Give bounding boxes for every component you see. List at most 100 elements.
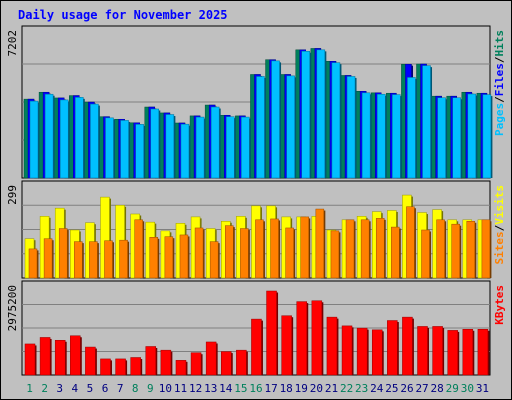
x-tick-label: 1 [26,382,33,395]
sites-bar [270,218,279,279]
x-tick-label: 22 [340,382,353,395]
sites-bar [89,241,98,279]
x-tick-label: 6 [102,382,109,395]
x-tick-label: 9 [147,382,154,395]
sites-bar [28,248,38,279]
x-tick-label: 3 [56,382,63,395]
kbytes-bar [281,315,292,376]
pages-bar [195,116,205,179]
sites-bar [391,226,400,279]
kbytes-bar [462,329,474,376]
sites-bar [300,216,309,279]
kbytes-bar [160,349,172,376]
pages-bar [29,100,39,179]
legend-separator: / [493,96,506,103]
pages-bar [226,116,235,179]
sites-bar [149,237,159,279]
kbytes-bar [221,351,232,376]
sites-bar [451,223,460,279]
pages-bar [90,103,99,179]
pages-bar [286,75,295,179]
kbytes-bar [341,325,353,376]
legend-files: Files [493,63,506,96]
sites-bar [104,240,113,279]
sites-bar [421,229,430,279]
chart-title: Daily usage for November 2025 [18,8,228,22]
sites-bar [225,225,234,279]
x-tick-label: 8 [132,382,139,395]
pages-bar [210,106,220,179]
x-tick-label: 30 [461,382,474,395]
kbytes-bar [70,335,81,376]
sites-bar [255,219,264,279]
sites-bar [194,227,204,279]
kbytes-bar [417,326,428,376]
x-tick-label: 20 [310,382,323,395]
sites-bar [360,219,370,279]
x-tick-label: 10 [159,382,172,395]
pages-bar [422,65,431,179]
legend-label: Sites/Visits [493,185,506,265]
x-tick-label: 14 [219,382,233,395]
sites-bar [240,228,249,279]
scale-label: 7202 [6,30,19,57]
pages-bar [437,97,446,179]
x-tick-label: 5 [87,382,94,395]
legend-visits: Visits [493,185,506,225]
legend-separator: / [493,224,506,231]
x-tick-label: 28 [431,382,444,395]
sites-bar [406,206,415,279]
x-tick-label: 19 [295,382,308,395]
sites-bar [43,238,53,279]
x-tick-label: 21 [325,382,338,395]
pages-bar [135,124,144,179]
x-tick-label: 15 [234,382,247,395]
kbytes-bar [387,320,398,376]
kbytes-bar [251,318,262,376]
kbytes-bar [477,329,489,376]
x-tick-label: 23 [355,382,368,395]
kbytes-bar [356,327,368,376]
legend-pages: Pages [493,103,506,136]
sites-bar [179,234,189,279]
sites-bar [345,219,355,279]
x-tick-label: 25 [385,382,398,395]
legend-label: KBytes [493,285,506,325]
sites-bar [209,241,219,279]
legend-kbytes: KBytes [493,285,506,325]
x-tick-label: 17 [264,382,277,395]
kbytes-bar [175,360,187,376]
pages-bar [105,117,114,179]
kbytes-bar [326,316,338,376]
sites-bar [285,227,294,279]
legend-separator: / [493,56,506,63]
pages-bar [75,97,84,179]
sites-bar [74,241,83,279]
pages-bar [467,93,477,179]
kbytes-bar [39,337,51,376]
pages-bar [346,76,356,179]
pages-bar [59,99,69,179]
pages-bar [180,123,190,179]
kbytes-bar [447,330,458,376]
sites-bar [481,219,491,279]
x-tick-label: 18 [280,382,293,395]
x-tick-label: 7 [117,382,124,395]
sites-bar [436,219,445,279]
kbytes-bar [100,358,111,376]
pages-bar [482,94,492,179]
scale-label: 299 [6,185,19,205]
sites-bar [466,221,476,279]
kbytes-bar [85,346,96,376]
x-tick-label: 31 [476,382,489,395]
sites-bar [119,239,128,279]
legend-hits: Hits [493,30,506,57]
pages-bar [44,93,54,179]
sites-bar [58,228,68,279]
sites-bar [134,219,143,279]
x-tick-label: 26 [400,382,413,395]
legend-label: Pages/Files/Hits [493,30,506,136]
kbytes-bar [54,340,66,376]
kbytes-bar [115,358,126,376]
sites-bar [375,218,385,279]
